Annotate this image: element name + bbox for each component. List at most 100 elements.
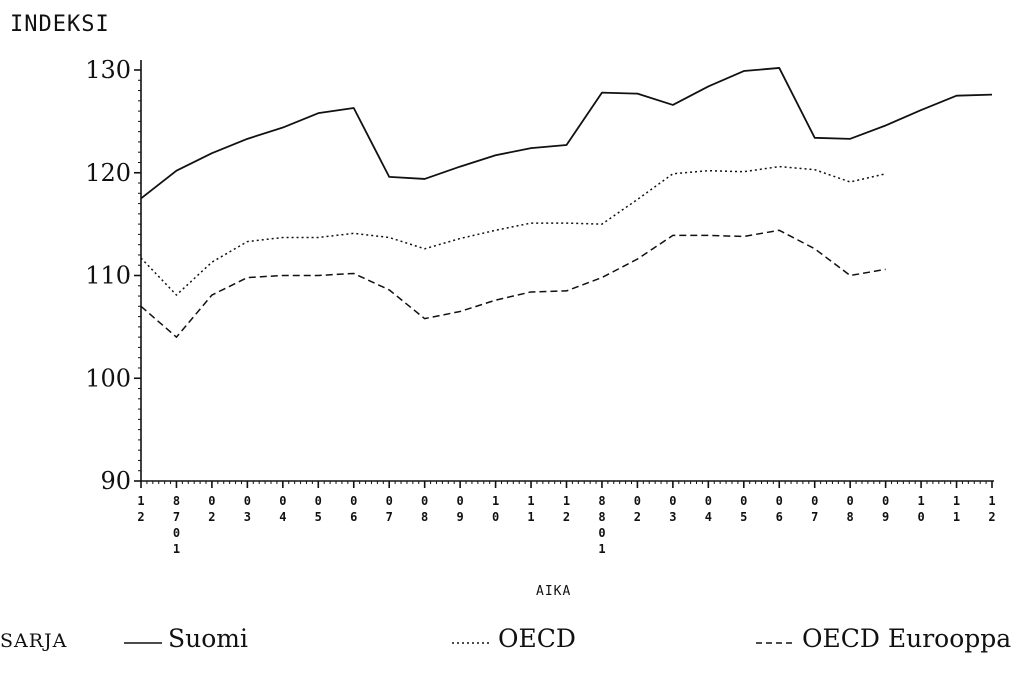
x-tick-char: 1 bbox=[173, 542, 180, 556]
x-tick-char: 1 bbox=[953, 510, 960, 524]
y-tick-label: 120 bbox=[85, 159, 131, 187]
y-tick-label: 110 bbox=[85, 262, 131, 290]
x-tick-char: 2 bbox=[634, 510, 641, 524]
x-tick-char: 0 bbox=[208, 494, 215, 508]
x-tick-char: 0 bbox=[279, 494, 286, 508]
x-tick-char: 0 bbox=[173, 526, 180, 540]
legend-swatch-dashed bbox=[756, 641, 796, 644]
legend-item-oecd-eurooppa: OECD Eurooppa bbox=[756, 624, 1011, 653]
x-tick-char: 0 bbox=[917, 510, 924, 524]
legend-label: OECD bbox=[498, 624, 576, 653]
x-tick-char: 4 bbox=[279, 510, 286, 524]
x-tick-label: 8 7 0 1 bbox=[173, 494, 180, 556]
x-tick-char: 0 bbox=[740, 494, 747, 508]
series-line-oecd-eurooppa bbox=[140, 229, 886, 338]
legend-item-suomi: Suomi bbox=[124, 624, 248, 653]
x-tick-char: 0 bbox=[350, 494, 357, 508]
x-tick-char: 8 bbox=[847, 510, 854, 524]
x-tick-char: 2 bbox=[563, 510, 570, 524]
x-tick-char: 5 bbox=[740, 510, 747, 524]
x-tick-char: 1 bbox=[598, 542, 605, 556]
x-axis-label: AIKA bbox=[536, 584, 572, 599]
legend-title: SARJA bbox=[0, 630, 68, 652]
x-tick-char: 0 bbox=[598, 526, 605, 540]
x-tick-char: 1 bbox=[917, 494, 924, 508]
x-tick-char: 8 bbox=[173, 494, 180, 508]
x-axis-ticks: 1 28 7 0 10 20 30 40 50 60 70 80 91 01 11 28 8 0 10 20 30 40 5… bbox=[137, 481, 996, 556]
x-tick-char: 0 bbox=[882, 494, 889, 508]
x-tick-label: 8 8 0 1 bbox=[598, 494, 605, 556]
x-tick-char: 0 bbox=[847, 494, 854, 508]
x-tick-char: 2 bbox=[137, 510, 144, 524]
x-tick-char: 3 bbox=[669, 510, 676, 524]
legend-swatch-dotted bbox=[452, 641, 492, 644]
x-tick-char: 0 bbox=[492, 510, 499, 524]
series-line-oecd bbox=[140, 165, 886, 296]
x-tick-char: 4 bbox=[705, 510, 712, 524]
x-tick-char: 0 bbox=[705, 494, 712, 508]
legend-label: Suomi bbox=[168, 624, 248, 653]
x-tick-char: 2 bbox=[988, 510, 995, 524]
legend-label: OECD Eurooppa bbox=[802, 624, 1012, 653]
y-axis-ticks: 90 100 110 120 130 bbox=[85, 56, 141, 495]
x-tick-char: 1 bbox=[953, 494, 960, 508]
chart-axes bbox=[138, 60, 994, 484]
series-line-suomi bbox=[140, 67, 993, 200]
x-tick-char: 0 bbox=[634, 494, 641, 508]
x-tick-char: 9 bbox=[457, 510, 464, 524]
x-tick-char: 0 bbox=[386, 494, 393, 508]
x-tick-char: 8 bbox=[598, 510, 605, 524]
x-tick-char: 6 bbox=[350, 510, 357, 524]
x-tick-char: 0 bbox=[811, 494, 818, 508]
x-tick-char: 1 bbox=[563, 494, 570, 508]
x-tick-char: 0 bbox=[421, 494, 428, 508]
x-tick-char: 1 bbox=[137, 494, 144, 508]
x-tick-char: 1 bbox=[988, 494, 995, 508]
y-tick-label: 90 bbox=[100, 467, 131, 495]
x-tick-char: 0 bbox=[244, 494, 251, 508]
x-tick-char: 1 bbox=[527, 510, 534, 524]
y-tick-label: 130 bbox=[85, 56, 131, 84]
x-tick-char: 0 bbox=[457, 494, 464, 508]
x-tick-char: 8 bbox=[421, 510, 428, 524]
x-tick-char: 7 bbox=[173, 510, 180, 524]
x-tick-char: 2 bbox=[208, 510, 215, 524]
legend: SARJA Suomi OECD OECD Eurooppa bbox=[0, 624, 1034, 664]
x-tick-char: 1 bbox=[492, 494, 499, 508]
x-tick-char: 0 bbox=[776, 494, 783, 508]
x-tick-char: 5 bbox=[315, 510, 322, 524]
x-tick-char: 6 bbox=[776, 510, 783, 524]
x-tick-char: 0 bbox=[669, 494, 676, 508]
y-tick-label: 100 bbox=[85, 364, 131, 392]
x-tick-char: 3 bbox=[244, 510, 251, 524]
x-tick-char: 7 bbox=[811, 510, 818, 524]
legend-swatch-solid bbox=[124, 641, 162, 644]
x-tick-char: 0 bbox=[315, 494, 322, 508]
legend-item-oecd: OECD bbox=[452, 624, 576, 653]
x-tick-char: 1 bbox=[527, 494, 534, 508]
